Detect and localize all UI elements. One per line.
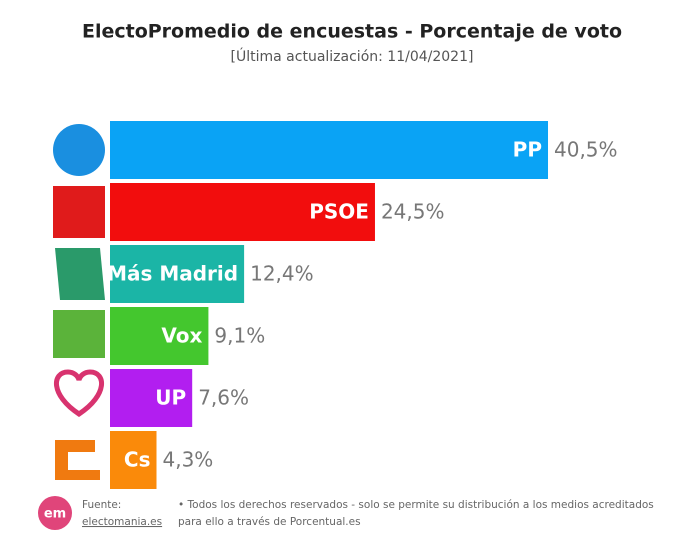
em-logo xyxy=(38,496,72,530)
bar-label: Más Madrid xyxy=(107,262,238,286)
party-logos xyxy=(53,124,105,480)
value-label: 4,3% xyxy=(163,448,214,472)
pp-logo xyxy=(53,124,105,176)
bar xyxy=(110,121,549,179)
vox-logo xyxy=(53,310,105,358)
note: • Todos los derechos reservados - solo s… xyxy=(178,499,654,511)
em-logo-text: em xyxy=(44,507,66,522)
bar-label: PSOE xyxy=(309,200,369,224)
chart-subtitle: [Última actualización: 11/04/2021] xyxy=(231,47,474,65)
psoe-logo xyxy=(53,186,105,238)
chart-title: ElectoPromedio de encuestas - Porcentaje… xyxy=(82,21,622,43)
bar xyxy=(110,183,375,241)
value-label: 7,6% xyxy=(198,386,249,410)
mm-logo xyxy=(55,248,105,300)
bar-label: Cs xyxy=(124,448,151,472)
bar-label: Vox xyxy=(161,324,202,348)
cs-logo xyxy=(55,440,100,480)
bar xyxy=(110,369,193,427)
bar xyxy=(110,245,245,303)
bar-label: PP xyxy=(513,138,542,162)
bar xyxy=(110,307,209,365)
source: electomania.es xyxy=(82,516,162,528)
note: para ello a través de Porcentual.es xyxy=(178,516,361,528)
source-label: Fuente: xyxy=(82,499,121,511)
up-logo xyxy=(53,369,105,417)
bar-label: UP xyxy=(155,386,186,410)
value-label: 9,1% xyxy=(214,324,265,348)
value-label: 40,5% xyxy=(554,138,618,162)
value-label: 12,4% xyxy=(250,262,314,286)
value-label: 24,5% xyxy=(381,200,445,224)
bar xyxy=(110,431,157,489)
